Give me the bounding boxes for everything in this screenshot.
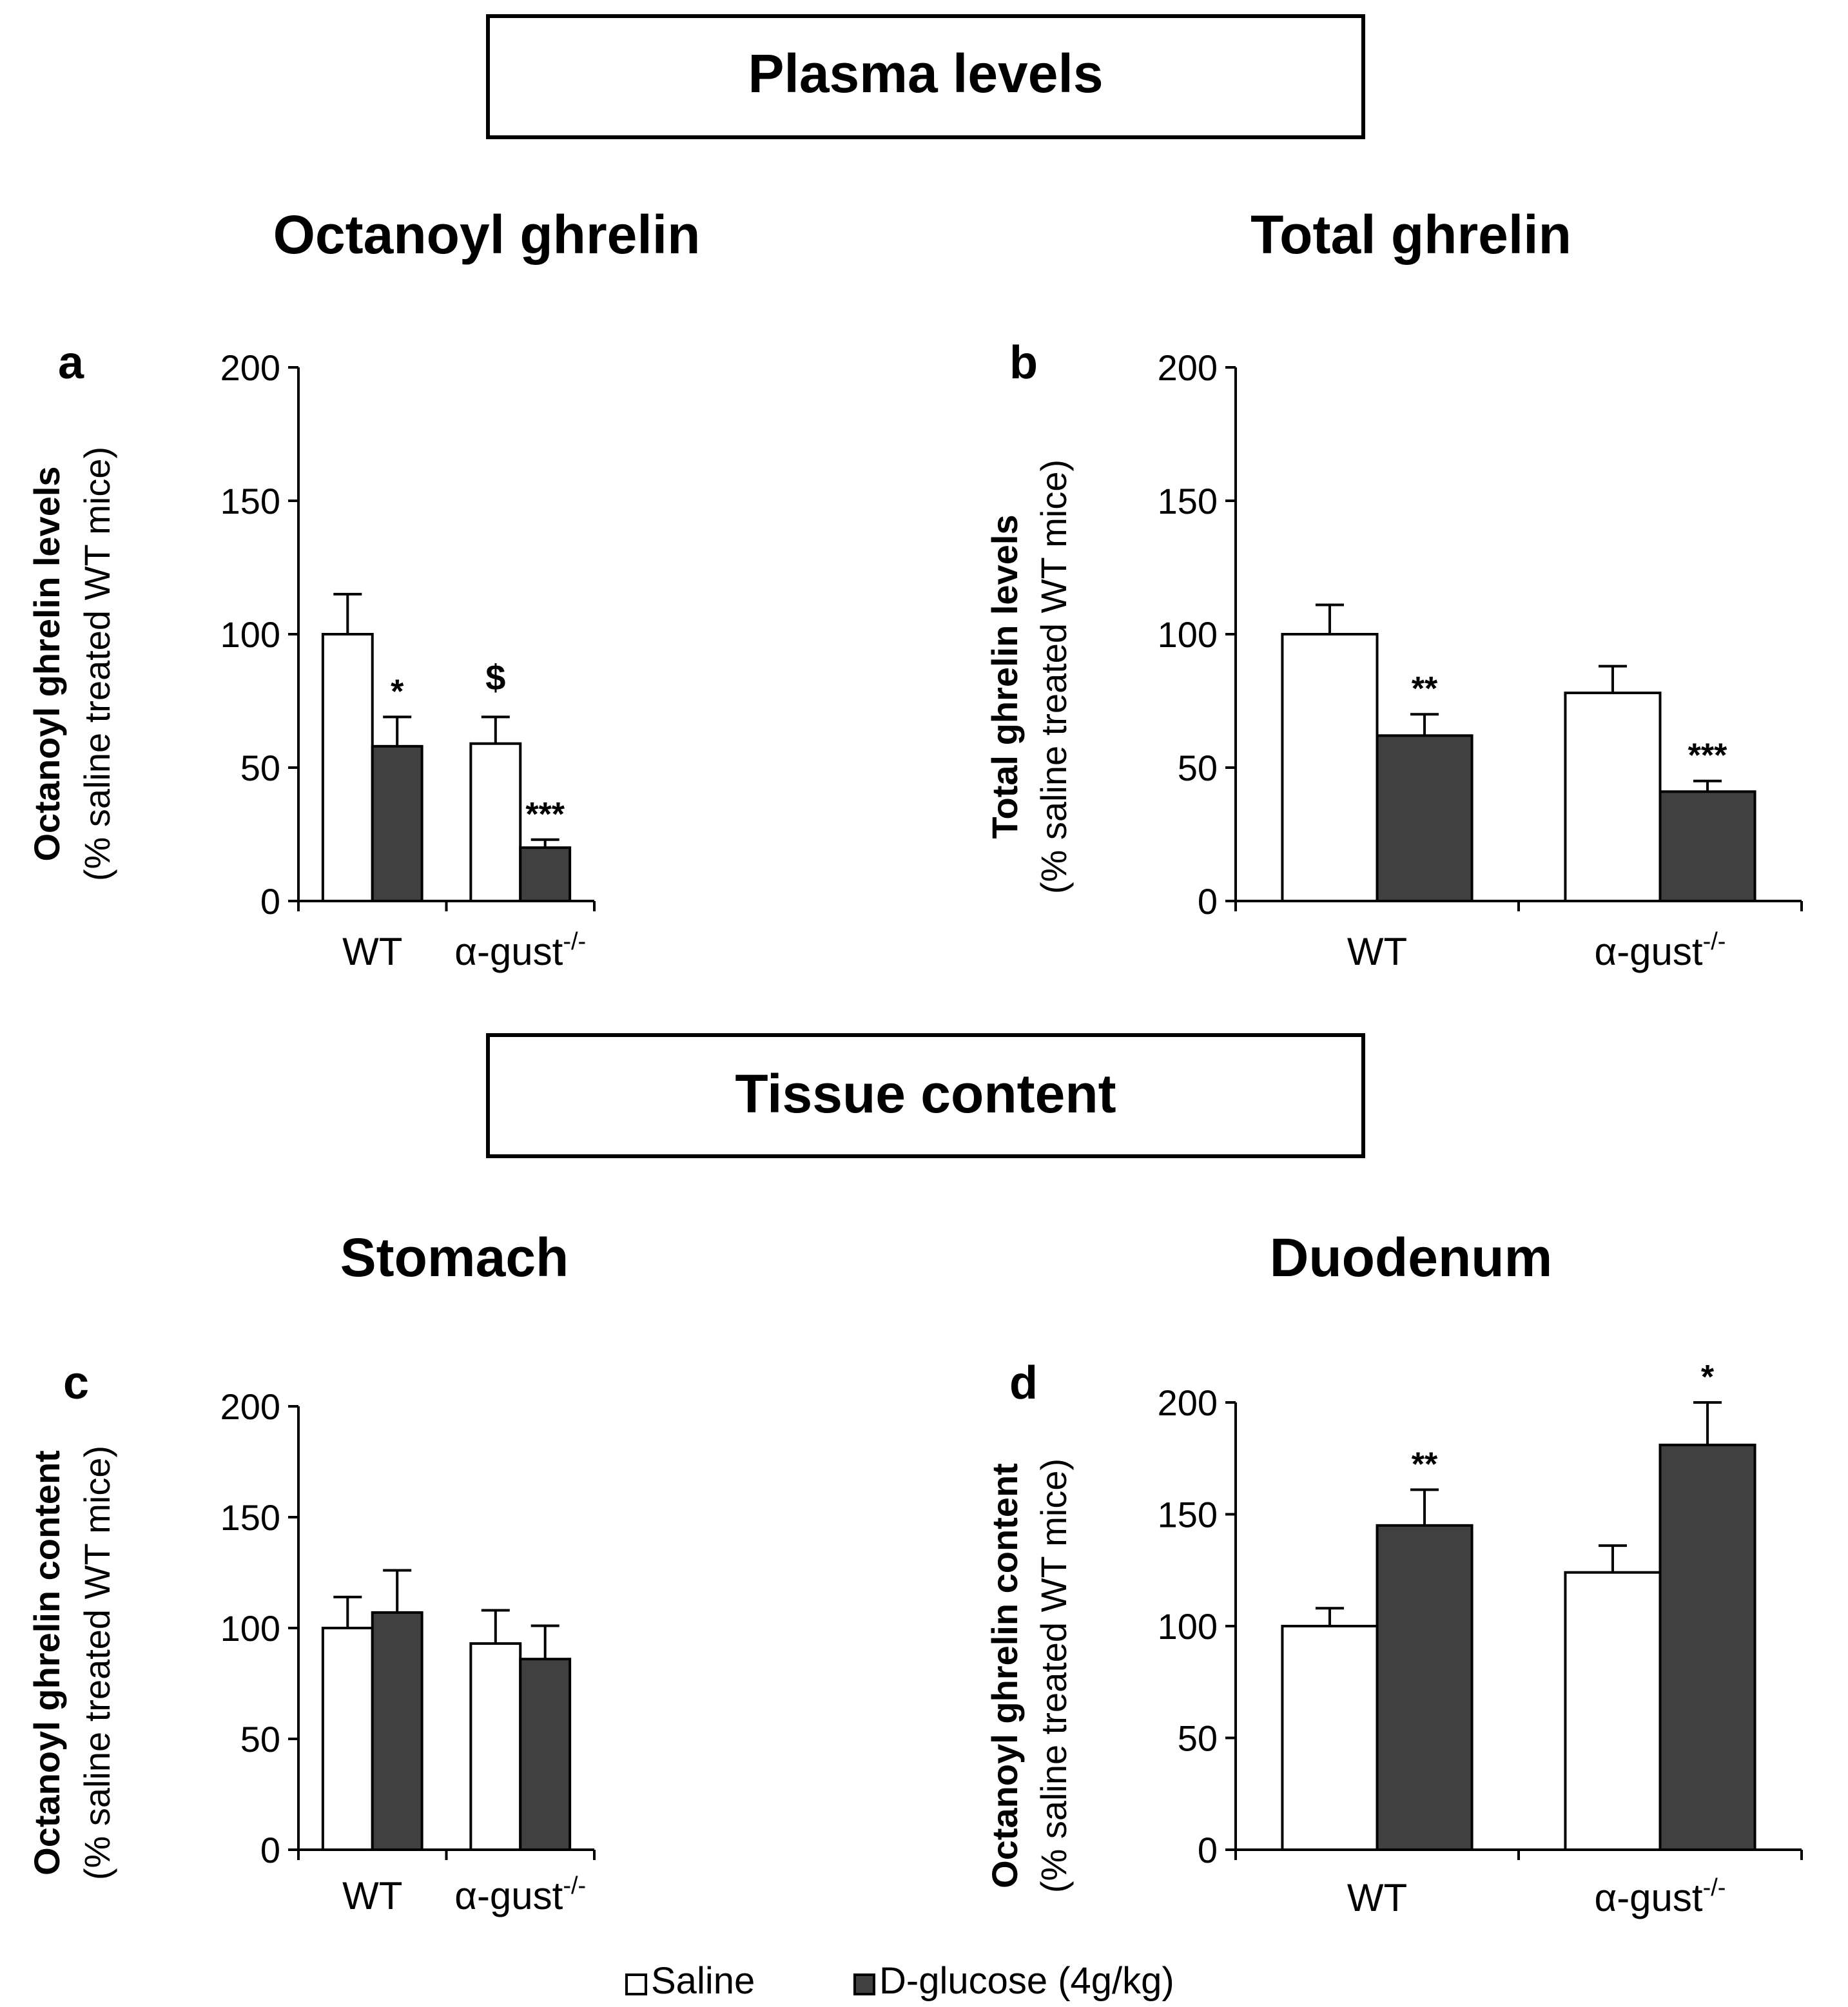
significance-label: *	[1701, 1359, 1715, 1396]
panel-b: Total ghrelin b Total ghrelin levels (% sal…	[984, 204, 1803, 973]
x-category-label: WT	[1347, 930, 1407, 973]
y-tick-label: 200	[220, 1386, 280, 1427]
panel-title: Stomach	[340, 1227, 569, 1288]
y-tick-label: 200	[1158, 1382, 1218, 1423]
legend-swatch-glucose	[853, 1973, 875, 1995]
y-axis-label: Octanoyl ghrelin levels	[26, 466, 67, 861]
bar-saline	[321, 1627, 374, 1851]
legend-label-glucose: D-glucose (4g/kg)	[879, 1960, 1174, 2002]
y-axis-label: Total ghrelin levels	[984, 514, 1025, 839]
y-axis-sublabel: (% saline treated WT mice)	[77, 1446, 117, 1880]
bar-saline	[1564, 1571, 1662, 1851]
significance-label: ***	[1688, 737, 1727, 775]
y-tick-label: 200	[220, 347, 280, 388]
y-axis-sublabel: (% saline treated WT mice)	[77, 447, 117, 881]
y-tick-label: 0	[260, 881, 280, 922]
y-tick-label: 150	[1158, 481, 1218, 521]
panel-c: Stomach c Octanoyl ghrelin content (% salin…	[26, 1227, 596, 1917]
panel-title: Octanoyl ghrelin	[273, 204, 701, 265]
significance-label: ***	[525, 796, 565, 833]
y-tick-label: 100	[1158, 1606, 1218, 1647]
y-tick-label: 100	[220, 1608, 280, 1649]
y-axis-sublabel: (% saline treated WT mice)	[1033, 460, 1074, 894]
x-category-label: WT	[342, 1874, 402, 1917]
bar-glucose	[371, 1611, 423, 1851]
bar-glucose	[1658, 1443, 1756, 1851]
x-category-label: WT	[1347, 1876, 1407, 1919]
bar-saline	[469, 1642, 522, 1852]
x-category-label: α-gust-/-	[1595, 1874, 1726, 1919]
panel-a: Octanoyl ghrelin a Octanoyl ghrelin levels…	[26, 204, 700, 973]
bar-glucose	[1376, 1524, 1474, 1852]
x-category-label: α-gust-/-	[454, 1872, 586, 1917]
y-tick-label: 50	[240, 1719, 280, 1760]
significance-label: **	[1412, 670, 1438, 708]
bar-glucose	[371, 744, 423, 902]
y-tick-label: 200	[1158, 347, 1218, 388]
bar-saline	[1281, 1625, 1379, 1851]
panel-letter: d	[1009, 1357, 1038, 1409]
section-plasma-levels: Plasma levels	[486, 14, 1365, 139]
bar-glucose	[1376, 734, 1474, 902]
x-category-label: α-gust-/-	[454, 928, 586, 973]
y-tick-label: 150	[1158, 1495, 1218, 1535]
significance-label: $	[485, 657, 505, 697]
legend-swatch-saline	[625, 1973, 647, 1995]
panel-letter: a	[58, 337, 84, 389]
chart-panels: Octanoyl ghrelin a Octanoyl ghrelin levels…	[26, 204, 1803, 1919]
bar-saline	[321, 633, 374, 902]
y-tick-label: 0	[1198, 881, 1218, 922]
bar-glucose	[1658, 790, 1756, 903]
y-tick-label: 50	[240, 748, 280, 788]
panel-d: Duodenum d Octanoyl ghrelin content (% sali…	[984, 1227, 1803, 1919]
y-tick-label: 0	[260, 1830, 280, 1870]
bar-saline	[1281, 633, 1379, 902]
section-title-tissue: Tissue content	[735, 1063, 1116, 1124]
legend: Saline D-glucose (4g/kg)	[625, 1960, 1174, 2002]
x-category-label: WT	[342, 930, 402, 973]
bar-glucose	[519, 1658, 572, 1851]
y-tick-label: 0	[1198, 1830, 1218, 1870]
significance-label: *	[391, 673, 404, 710]
x-category-label: α-gust-/-	[1595, 928, 1726, 973]
bar-glucose	[519, 846, 572, 902]
bar-saline	[469, 742, 522, 902]
significance-label: **	[1412, 1446, 1438, 1483]
panel-title: Total ghrelin	[1250, 204, 1571, 265]
panel-letter: c	[63, 1357, 89, 1409]
panel-title: Duodenum	[1270, 1227, 1553, 1288]
y-tick-label: 100	[220, 614, 280, 655]
y-axis-label: Octanoyl ghrelin content	[26, 1450, 67, 1876]
y-tick-label: 50	[1178, 748, 1218, 788]
y-axis-label: Octanoyl ghrelin content	[984, 1463, 1025, 1888]
y-tick-label: 100	[1158, 614, 1218, 655]
section-title-plasma: Plasma levels	[748, 43, 1103, 104]
y-axis-sublabel: (% saline treated WT mice)	[1033, 1459, 1074, 1893]
legend-label-saline: Saline	[651, 1960, 755, 2002]
y-tick-label: 50	[1178, 1718, 1218, 1759]
panel-letter: b	[1009, 337, 1038, 389]
bar-saline	[1564, 692, 1662, 902]
y-tick-label: 150	[220, 481, 280, 521]
y-tick-label: 150	[220, 1497, 280, 1538]
section-tissue-content: Tissue content	[486, 1033, 1365, 1158]
